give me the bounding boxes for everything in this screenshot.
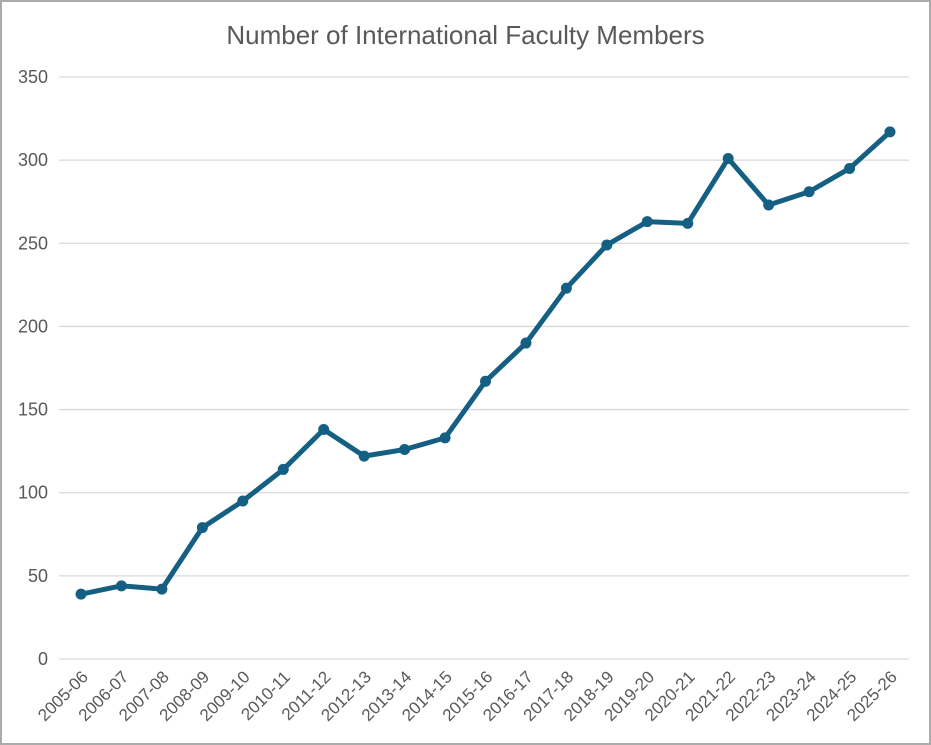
data-point bbox=[560, 282, 572, 294]
y-tick-label: 250 bbox=[18, 233, 48, 253]
data-point bbox=[763, 199, 775, 211]
y-tick-label: 0 bbox=[38, 649, 48, 669]
data-point bbox=[520, 337, 532, 349]
data-point bbox=[277, 463, 289, 475]
y-tick-label: 50 bbox=[28, 566, 48, 586]
y-tick-label: 100 bbox=[18, 483, 48, 503]
data-point bbox=[844, 162, 856, 174]
data-point bbox=[601, 239, 613, 251]
data-point bbox=[318, 424, 330, 436]
data-point bbox=[884, 126, 896, 138]
chart-title: Number of International Faculty Members bbox=[226, 20, 705, 50]
data-point bbox=[399, 443, 411, 455]
y-tick-label: 350 bbox=[18, 67, 48, 87]
data-point bbox=[156, 583, 168, 595]
y-tick-label: 300 bbox=[18, 150, 48, 170]
data-point bbox=[75, 588, 87, 600]
data-point bbox=[682, 217, 694, 229]
data-point bbox=[358, 450, 370, 462]
data-point bbox=[196, 522, 208, 534]
data-point bbox=[641, 216, 653, 228]
data-point bbox=[439, 432, 451, 444]
data-point bbox=[803, 186, 815, 198]
y-tick-label: 200 bbox=[18, 316, 48, 336]
data-point bbox=[237, 495, 249, 507]
data-point bbox=[722, 152, 734, 164]
data-point bbox=[480, 375, 491, 387]
data-point bbox=[115, 580, 127, 592]
y-tick-label: 150 bbox=[18, 400, 48, 420]
